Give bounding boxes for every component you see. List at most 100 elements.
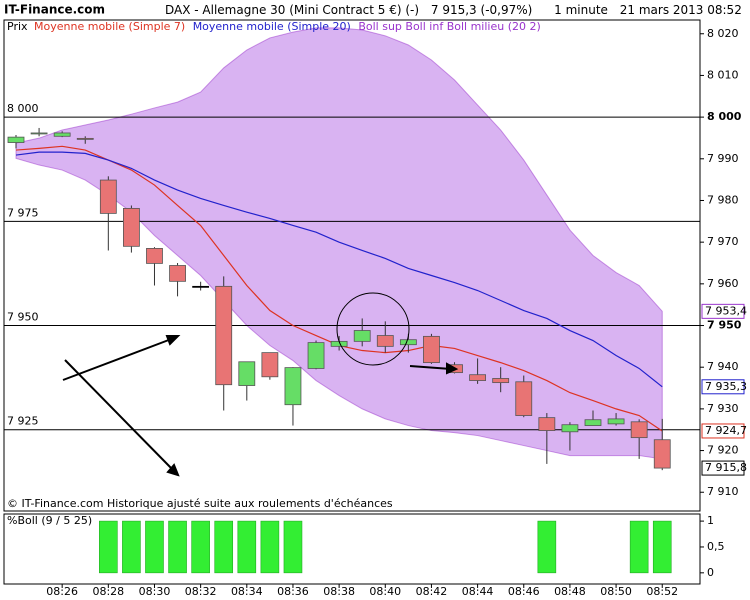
arrow <box>409 365 452 370</box>
candle-body <box>76 137 94 140</box>
y-tick-label: 7 920 <box>707 444 739 457</box>
indicator-panel <box>3 513 701 585</box>
title: DAX - Allemagne 30 (Mini Contract 5 €) (… <box>165 3 419 17</box>
bar <box>122 520 141 574</box>
y-tick-label: 7 950 <box>707 319 742 332</box>
y-tick-label: 8 000 <box>707 110 742 123</box>
price-tag-box <box>701 423 745 439</box>
legend-ma20: Moyenne mobile (Simple 20) <box>193 20 351 33</box>
candle-body <box>261 352 279 378</box>
circle <box>336 292 410 366</box>
legend: Prix Moyenne mobile (Simple 7) Moyenne m… <box>7 20 541 33</box>
arrow-head <box>166 463 180 477</box>
price-tag: 7 953,4 <box>705 304 747 317</box>
y-tick-label: 7 940 <box>707 360 739 373</box>
candle-body <box>584 419 602 426</box>
chart-title: DAX - Allemagne 30 (Mini Contract 5 €) (… <box>165 3 742 17</box>
price-tag-box <box>701 303 745 319</box>
candle-body <box>307 342 325 369</box>
x-tick-label: 08:42 <box>416 585 448 598</box>
candle-body <box>515 381 533 416</box>
legend-boll: Boll sup Boll inf Boll milieu (20 2) <box>358 20 540 33</box>
arrow <box>64 359 175 472</box>
x-tick-label: 08:46 <box>508 585 540 598</box>
candle-body <box>99 179 117 214</box>
price-tag: 7 915,8 <box>705 461 747 474</box>
price-tag: 7 924,7 <box>705 424 747 437</box>
y-tick-label: 7 980 <box>707 193 739 206</box>
y-tick-label: 7 930 <box>707 402 739 415</box>
y-tick-label: 0 <box>707 566 714 579</box>
grid-label: 7 975 <box>7 206 39 219</box>
candle-body <box>538 417 556 431</box>
grid-label: 7 925 <box>7 415 39 428</box>
arrow-head <box>165 335 181 346</box>
candle-body <box>123 207 140 247</box>
candle-body <box>284 367 302 406</box>
y-tick-label: 7 960 <box>707 277 739 290</box>
candle-body <box>53 132 71 137</box>
y-tick-label: 0,5 <box>707 540 725 553</box>
candle-body <box>192 285 210 288</box>
moving-average <box>15 151 663 388</box>
bar <box>260 520 280 574</box>
candle-body <box>146 248 163 264</box>
bar <box>629 520 649 574</box>
candle-body <box>653 439 671 469</box>
x-tick-label: 08:32 <box>185 585 217 598</box>
x-tick-label: 08:48 <box>554 585 586 598</box>
arrow-head <box>446 362 459 375</box>
bar <box>652 520 672 574</box>
candle-body <box>376 335 394 347</box>
x-tick-label: 08:44 <box>462 585 494 598</box>
candle-body <box>630 421 648 439</box>
bar <box>145 520 164 574</box>
price-tag-box <box>701 460 745 476</box>
y-tick-label: 7 910 <box>707 485 739 498</box>
grid-label: 7 950 <box>7 311 39 324</box>
datetime: 21 mars 2013 08:52 <box>620 3 742 17</box>
bar <box>237 520 257 574</box>
candle-body <box>7 136 25 143</box>
x-tick-label: 08:38 <box>323 585 355 598</box>
price-tag-box <box>701 379 745 395</box>
y-tick-label: 8 020 <box>707 27 739 40</box>
x-tick-label: 08:26 <box>46 585 78 598</box>
candle-body <box>607 418 625 425</box>
candle-body <box>399 339 417 346</box>
y-tick-label: 7 990 <box>707 152 739 165</box>
bar <box>168 520 187 574</box>
arrow <box>62 337 175 381</box>
bar <box>214 520 234 574</box>
legend-ma7: Moyenne mobile (Simple 7) <box>34 20 185 33</box>
x-tick-label: 08:30 <box>139 585 171 598</box>
x-tick-label: 08:34 <box>231 585 263 598</box>
candle-body <box>169 265 186 282</box>
bar <box>191 520 210 574</box>
x-tick-label: 08:40 <box>369 585 401 598</box>
x-tick-label: 08:28 <box>92 585 124 598</box>
x-tick-label: 08:50 <box>600 585 632 598</box>
bar <box>283 520 303 574</box>
candle-body <box>30 132 48 135</box>
price-tag: 7 935,3 <box>705 380 747 393</box>
candle-body <box>561 424 579 433</box>
quote: 7 915,3 (-0,97%) <box>431 3 532 17</box>
candle-body <box>469 374 487 381</box>
x-tick-label: 08:36 <box>277 585 309 598</box>
x-tick-label: 08:52 <box>646 585 678 598</box>
candle-body <box>353 330 371 342</box>
candle-body <box>215 285 233 386</box>
y-tick-label: 8 010 <box>707 68 739 81</box>
grid-label: 8 000 <box>7 102 39 115</box>
site-name: IT-Finance.com <box>4 3 105 17</box>
candle-body <box>492 378 510 384</box>
candle-body <box>238 361 256 386</box>
candle-body <box>423 335 440 364</box>
legend-price: Prix <box>7 20 28 33</box>
y-tick-label: 1 <box>707 514 714 527</box>
indicator-title: %Boll (9 / 5 25) <box>7 514 92 527</box>
interval: 1 minute <box>554 3 608 17</box>
